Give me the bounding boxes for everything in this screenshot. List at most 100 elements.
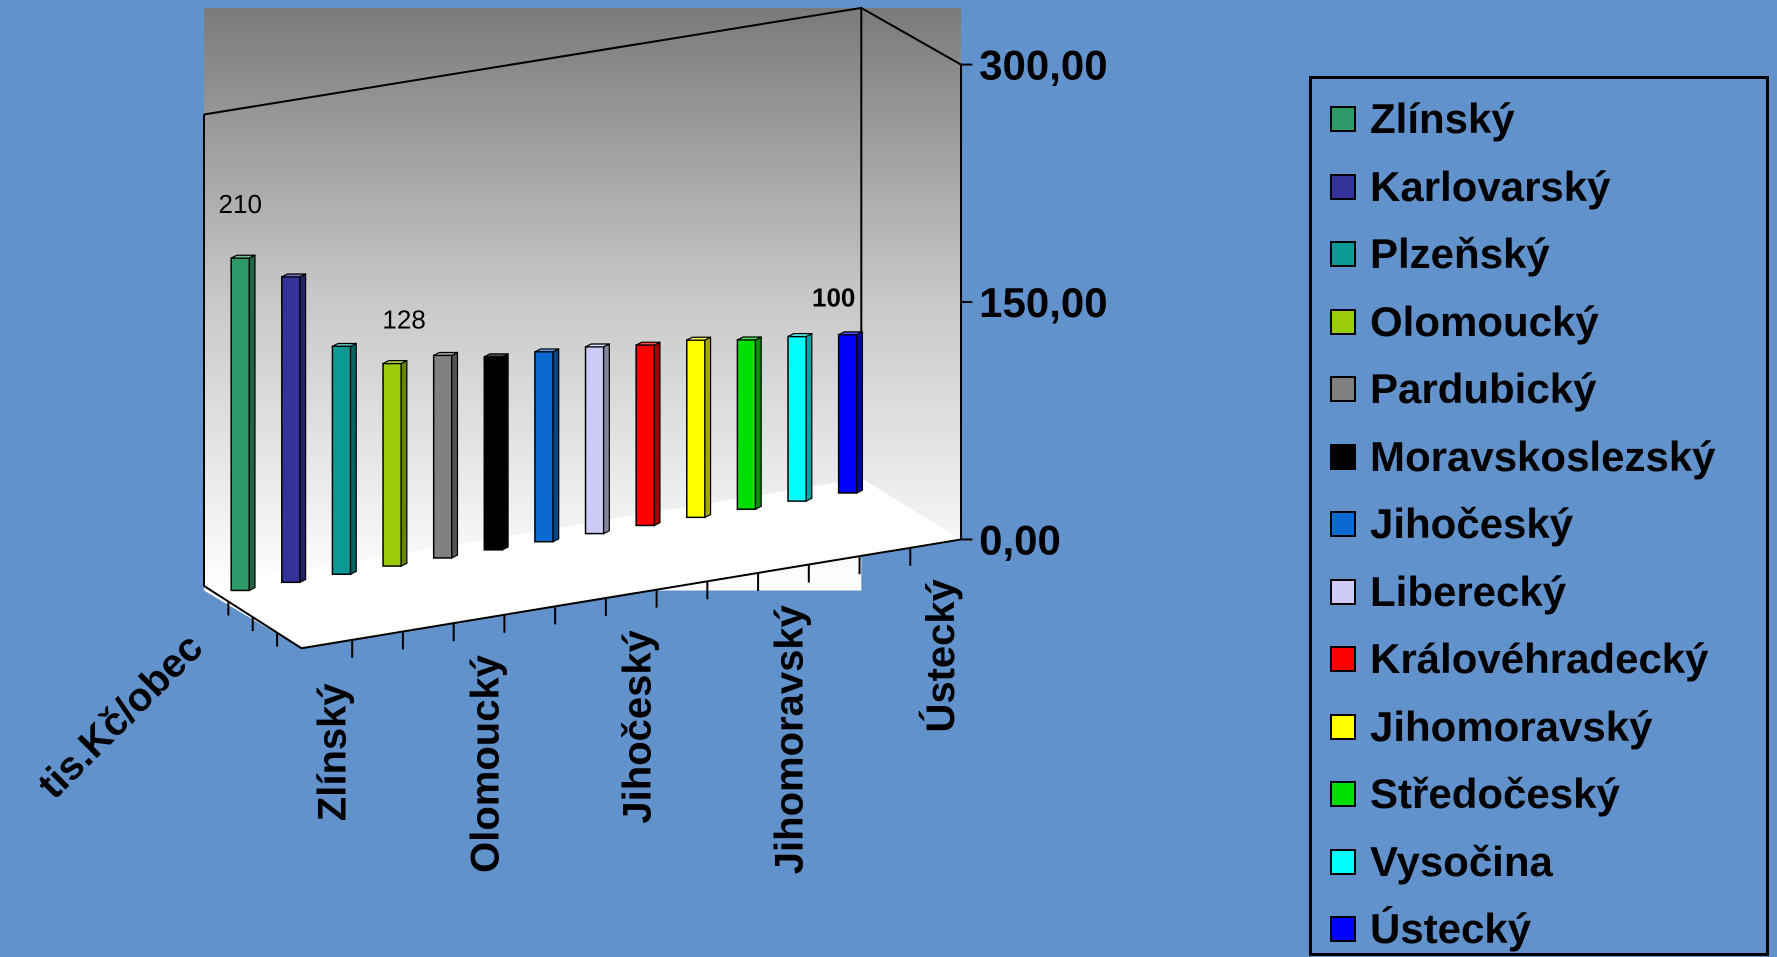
- data-labels-group: 210 128 100: [219, 189, 856, 334]
- bar-side: [400, 359, 408, 568]
- legend-swatch: [1330, 578, 1356, 605]
- y-tick-label: 0,00: [979, 516, 1061, 563]
- bar: [837, 330, 864, 494]
- legend-item: Plzeňský: [1330, 226, 1550, 282]
- floor: [203, 478, 962, 649]
- bar-front: [736, 339, 757, 510]
- bar-top: [585, 343, 610, 348]
- legend-swatch: [1330, 241, 1356, 267]
- y-axis-title: tis.Kč/obec: [29, 625, 211, 807]
- bar: [382, 359, 408, 568]
- bar-top: [433, 351, 458, 356]
- x-tick-label: Jihomoravský: [767, 604, 811, 874]
- legend-label: Liberecký: [1370, 567, 1567, 615]
- legend-item: Liberecký: [1330, 564, 1566, 620]
- x-tick-label: Olomoucký: [464, 654, 508, 873]
- bar-side: [754, 336, 762, 511]
- legend-label: Olomoucký: [1370, 297, 1599, 345]
- legend-swatch: [1330, 848, 1356, 875]
- bar-front: [331, 345, 352, 575]
- bar-front: [432, 354, 453, 559]
- bar-front: [635, 344, 656, 527]
- legend-label: Moravskoslezský: [1370, 432, 1716, 480]
- bar-front: [483, 355, 504, 551]
- x-tick-label: Zlínský: [311, 683, 355, 822]
- bar: [281, 273, 307, 584]
- bar-side: [451, 351, 459, 559]
- bar: [230, 254, 256, 592]
- bar-top: [737, 336, 762, 341]
- bar-side: [653, 341, 661, 527]
- bar-front: [382, 362, 402, 567]
- bar-front: [230, 257, 251, 592]
- legend-item: Zlínský: [1330, 91, 1515, 147]
- bar-front: [281, 276, 301, 584]
- data-label: 100: [812, 283, 855, 313]
- bar-top: [230, 254, 256, 259]
- top-side-edge: [860, 7, 962, 66]
- bar-front: [837, 333, 858, 494]
- legend-item: Ústecký: [1330, 901, 1531, 957]
- bar-side: [248, 254, 256, 592]
- y-tick-label: 150,00: [979, 279, 1107, 326]
- legend-label: Karlovarský: [1370, 162, 1611, 210]
- legend-label: Vysočina: [1370, 837, 1553, 885]
- legend-label: Jihočeský: [1370, 500, 1574, 547]
- bar-side: [299, 273, 307, 584]
- bar-side: [501, 352, 509, 551]
- legend-item: Jihočeský: [1330, 496, 1573, 552]
- legend-item: Karlovarský: [1330, 159, 1611, 215]
- bar-top: [635, 341, 661, 346]
- bar: [432, 351, 459, 559]
- legend-swatch: [1330, 308, 1356, 335]
- legend-item: Jihomoravský: [1330, 699, 1652, 755]
- legend: Zlínský Karlovarský Plzeňský Olomoucký Pardu…: [1309, 76, 1769, 956]
- legend-swatch: [1330, 916, 1356, 942]
- bar-top: [382, 360, 408, 365]
- bar-front: [787, 335, 807, 502]
- bar-side: [552, 347, 560, 543]
- legend-swatch: [1330, 173, 1356, 200]
- bar: [736, 336, 762, 511]
- legend-swatch: [1330, 646, 1356, 672]
- legend-label: Pardubický: [1370, 365, 1597, 412]
- legend-swatch: [1330, 511, 1356, 537]
- bar-side: [704, 336, 712, 519]
- bar-front: [686, 339, 706, 519]
- bar-top: [838, 331, 863, 336]
- legend-label: Královéhradecký: [1370, 635, 1709, 682]
- legend-item: Vysočina: [1330, 834, 1553, 890]
- legend-swatch: [1330, 443, 1356, 470]
- y-axis: 300,00 150,00 0,00: [961, 42, 1108, 563]
- legend-item: Olomoucký: [1330, 294, 1599, 350]
- bar-top: [787, 333, 813, 338]
- x-tick-label: Jihočeský: [616, 629, 660, 823]
- legend-swatch: [1330, 713, 1356, 740]
- data-label: 210: [219, 189, 262, 219]
- legend-swatch: [1330, 376, 1356, 402]
- bar-side: [349, 342, 357, 576]
- x-axis-line: [301, 538, 962, 650]
- bar-top: [332, 342, 357, 347]
- legend-label: Jihomoravský: [1370, 702, 1653, 750]
- bar: [686, 336, 712, 519]
- legend-item: Pardubický: [1330, 361, 1596, 417]
- y-tick-label: 300,00: [979, 42, 1107, 89]
- legend-label: Středočeský: [1370, 770, 1620, 817]
- bar-top: [686, 336, 711, 341]
- bar-front: [584, 346, 605, 535]
- bar: [787, 332, 813, 503]
- bar: [331, 342, 357, 576]
- legend-item: Královéhradecký: [1330, 631, 1709, 687]
- x-axis: Zlínský Olomoucký Jihočeský Jihomoravský Úst…: [311, 578, 964, 874]
- legend-label: Plzeňský: [1370, 230, 1550, 277]
- legend-label: Zlínský: [1370, 95, 1515, 142]
- bars-group: [230, 254, 864, 592]
- bar-top: [484, 353, 509, 358]
- bar-side: [805, 332, 813, 503]
- bar-front: [534, 351, 554, 543]
- bar-top: [534, 348, 559, 353]
- legend-swatch: [1330, 781, 1356, 807]
- legend-label: Ústecký: [1370, 905, 1532, 952]
